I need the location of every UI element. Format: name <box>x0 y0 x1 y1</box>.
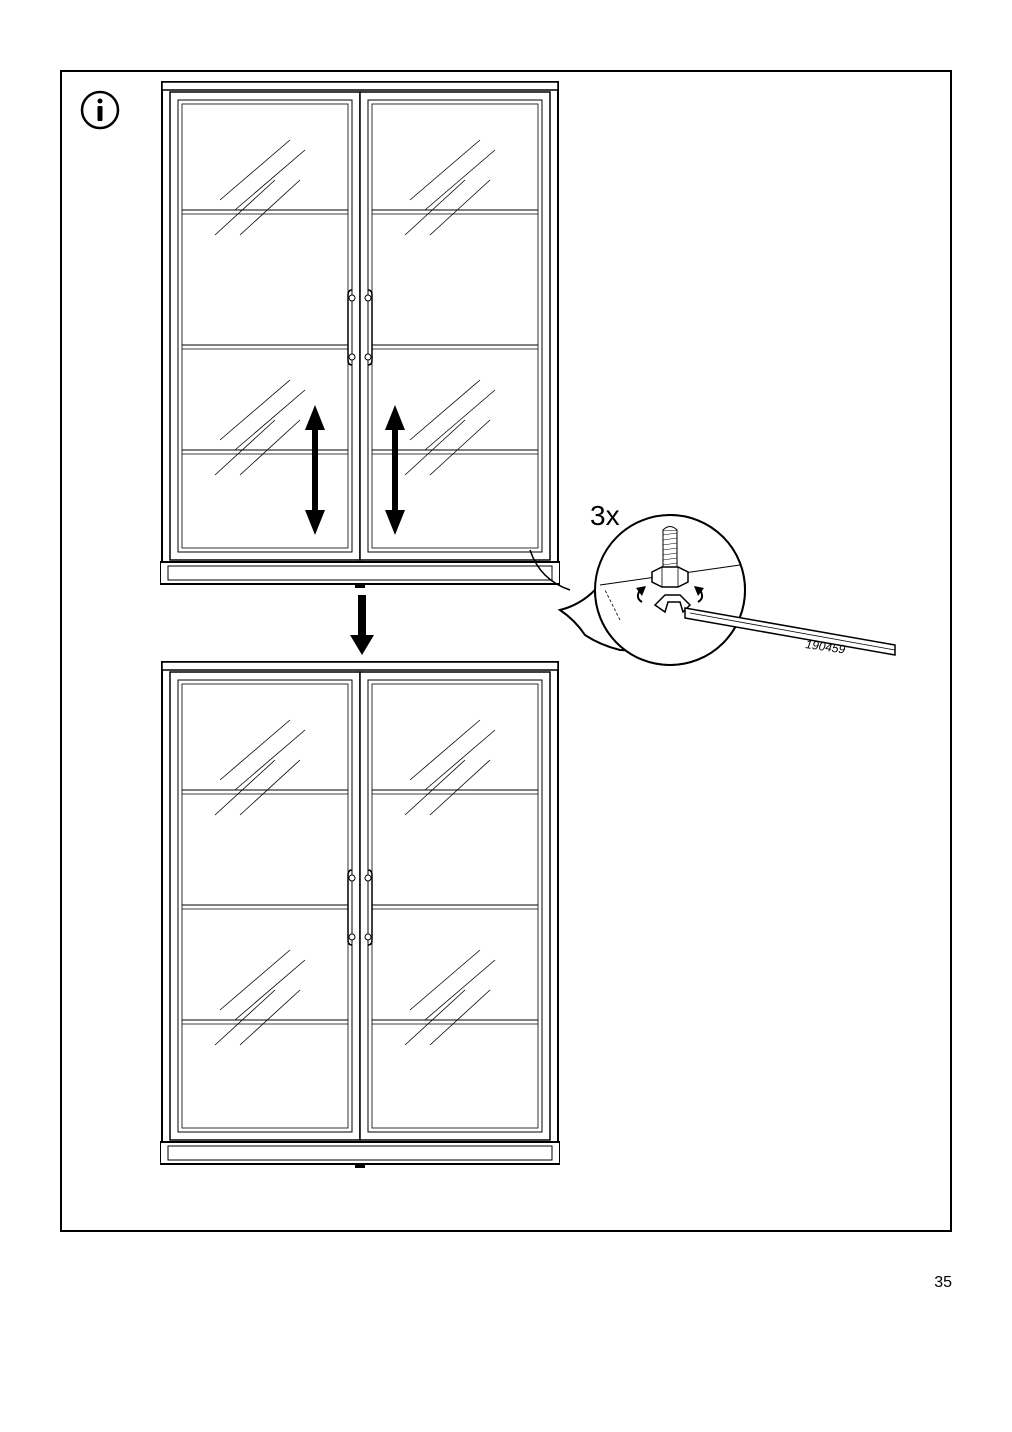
transition-arrow <box>342 590 382 665</box>
adjustment-detail-callout: 3x <box>520 490 900 695</box>
page-number: 35 <box>934 1274 952 1292</box>
cabinet-before-adjustment <box>160 80 560 595</box>
info-icon <box>80 90 120 135</box>
cabinet-after-adjustment <box>160 660 560 1175</box>
multiplier-label: 3x <box>590 500 620 531</box>
